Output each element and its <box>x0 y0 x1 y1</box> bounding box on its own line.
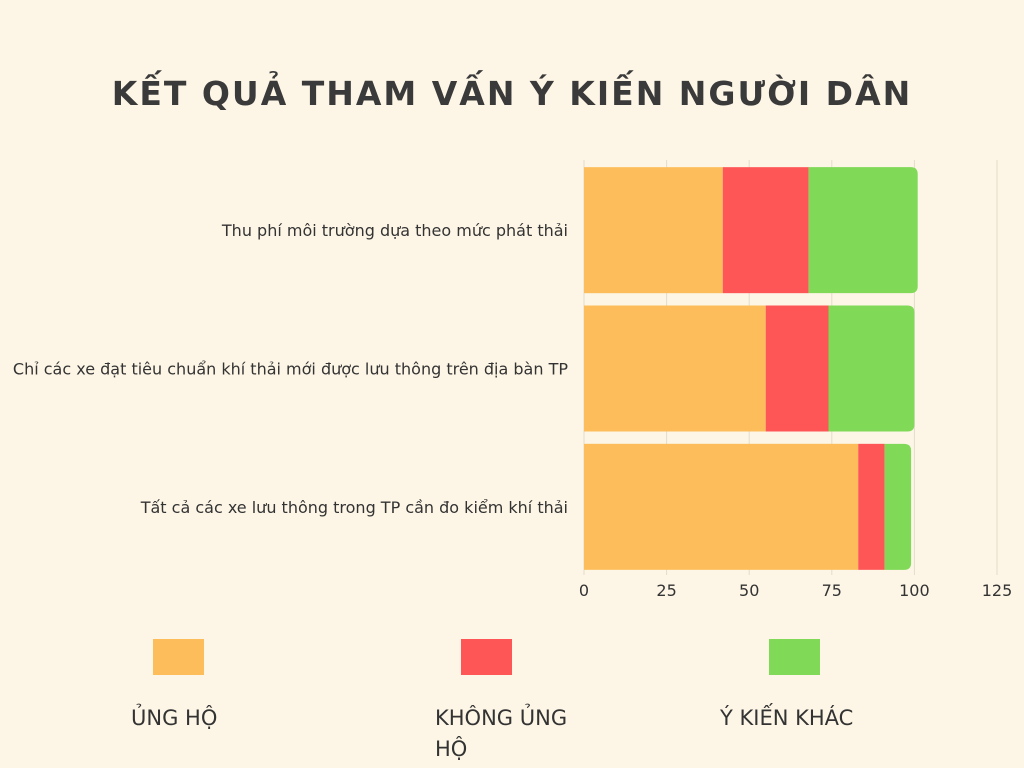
legend-label-khong-ung-ho: KHÔNG ỦNG HỘ <box>435 706 568 761</box>
chart-plot: Thu phí môi trường dựa theo mức phát thả… <box>13 160 1013 600</box>
legend-label-y-kien-khac: Ý KIẾN KHÁC <box>720 706 854 730</box>
x-tick-label: 125 <box>982 581 1013 600</box>
bar-segment <box>722 167 809 294</box>
x-tick-label: 25 <box>656 581 676 600</box>
bar-segment <box>584 167 723 294</box>
bar-segment <box>828 305 915 432</box>
bar-segment <box>584 443 859 570</box>
x-tick-label: 100 <box>899 581 930 600</box>
x-tick-label: 50 <box>739 581 759 600</box>
bar-segment <box>858 443 885 570</box>
legend-label-ung-ho: ỦNG HỘ <box>131 706 218 730</box>
category-label: Chỉ các xe đạt tiêu chuẩn khí thải mới đ… <box>13 360 568 379</box>
category-label: Thu phí môi trường dựa theo mức phát thả… <box>221 221 568 240</box>
x-tick-label: 75 <box>822 581 842 600</box>
legend-swatch-ung-ho <box>153 639 204 675</box>
bar-segment <box>808 167 918 294</box>
bar-segment <box>765 305 829 432</box>
category-label: Tất cả các xe lưu thông trong TP cần đo … <box>140 498 568 517</box>
chart-title: KẾT QUẢ THAM VẤN Ý KIẾN NGƯỜI DÂN <box>111 74 913 113</box>
x-tick-label: 0 <box>579 581 589 600</box>
legend-swatch-y-kien-khac <box>769 639 820 675</box>
bar-segment <box>584 305 766 432</box>
legend-swatch-khong-ung-ho <box>461 639 512 675</box>
bar-segment <box>884 443 912 570</box>
